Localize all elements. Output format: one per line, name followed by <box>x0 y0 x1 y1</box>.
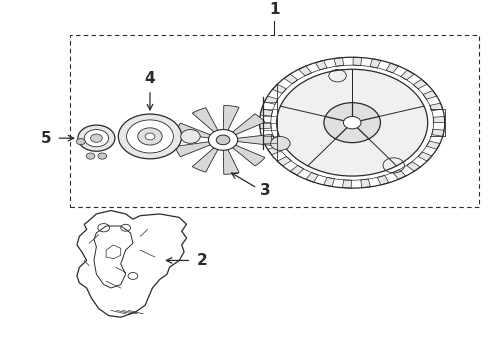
Text: 2: 2 <box>196 253 207 268</box>
Polygon shape <box>430 103 443 111</box>
Polygon shape <box>323 177 335 186</box>
Circle shape <box>324 103 380 143</box>
Circle shape <box>181 130 200 143</box>
Polygon shape <box>361 179 370 188</box>
Polygon shape <box>343 180 351 188</box>
Polygon shape <box>232 114 265 135</box>
Polygon shape <box>377 175 389 185</box>
Circle shape <box>156 130 175 143</box>
Circle shape <box>126 120 173 153</box>
Circle shape <box>91 134 102 142</box>
Polygon shape <box>260 123 271 129</box>
Circle shape <box>84 130 109 147</box>
Polygon shape <box>175 142 211 157</box>
Circle shape <box>343 117 361 129</box>
Polygon shape <box>262 135 274 142</box>
Bar <box>70 35 479 207</box>
Polygon shape <box>426 141 440 149</box>
Circle shape <box>78 125 115 151</box>
Polygon shape <box>306 172 318 182</box>
Text: 4: 4 <box>145 71 155 86</box>
Polygon shape <box>432 129 444 136</box>
Text: 1: 1 <box>269 2 279 17</box>
Polygon shape <box>265 96 278 104</box>
Polygon shape <box>260 109 272 116</box>
Polygon shape <box>353 57 362 66</box>
Circle shape <box>118 114 182 159</box>
Polygon shape <box>418 152 432 161</box>
Circle shape <box>86 153 95 159</box>
Circle shape <box>76 139 85 145</box>
Text: 3: 3 <box>260 183 270 198</box>
Polygon shape <box>316 60 327 70</box>
Polygon shape <box>277 157 291 166</box>
Polygon shape <box>237 134 272 145</box>
Polygon shape <box>370 59 381 68</box>
Circle shape <box>98 153 107 159</box>
Polygon shape <box>423 91 437 99</box>
Polygon shape <box>272 84 286 93</box>
Polygon shape <box>413 80 427 89</box>
Polygon shape <box>433 117 445 123</box>
Polygon shape <box>284 74 298 84</box>
Polygon shape <box>290 165 304 175</box>
Polygon shape <box>192 108 218 132</box>
Text: 5: 5 <box>41 131 51 146</box>
Circle shape <box>277 69 428 176</box>
Polygon shape <box>268 146 281 155</box>
Polygon shape <box>232 145 265 166</box>
Polygon shape <box>401 70 414 80</box>
Polygon shape <box>175 123 211 138</box>
Circle shape <box>138 128 162 145</box>
Polygon shape <box>223 105 239 131</box>
Polygon shape <box>386 63 398 73</box>
Polygon shape <box>192 147 218 172</box>
Polygon shape <box>334 58 343 66</box>
Circle shape <box>145 133 155 140</box>
Circle shape <box>216 135 230 145</box>
Polygon shape <box>393 170 406 179</box>
Circle shape <box>270 136 290 150</box>
Circle shape <box>208 130 238 150</box>
Polygon shape <box>407 162 420 171</box>
Polygon shape <box>223 149 239 174</box>
Polygon shape <box>298 66 312 76</box>
